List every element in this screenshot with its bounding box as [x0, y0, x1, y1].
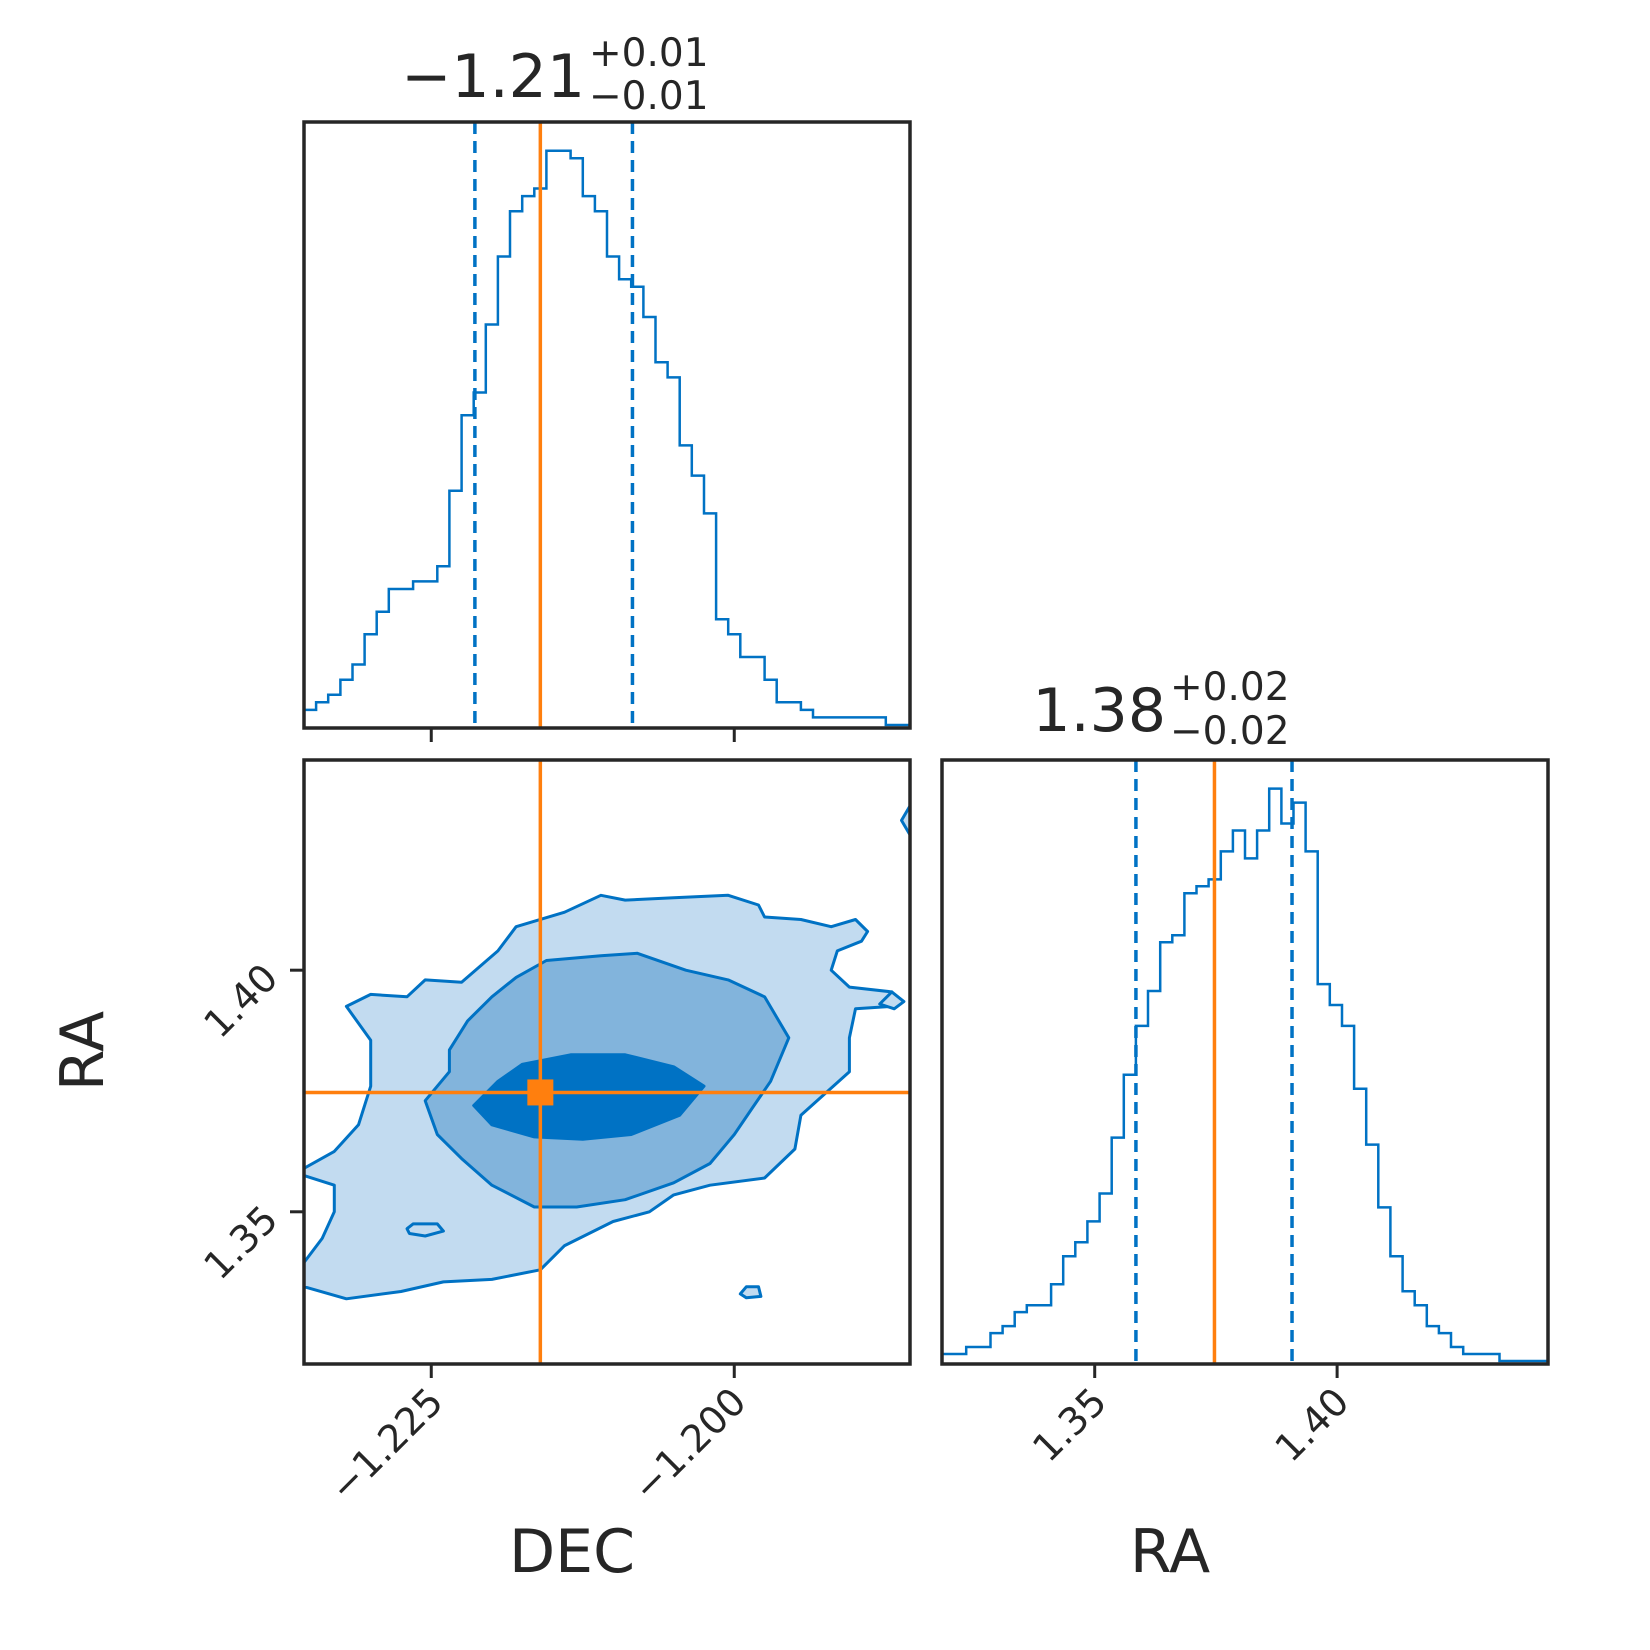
dec-title-value: −1.21 — [401, 42, 585, 112]
ra-y-tick-label: 1.40 — [195, 955, 286, 1046]
dec-title-plus: +0.01 — [589, 31, 709, 76]
ra-x-tick-label: 1.35 — [1024, 1379, 1115, 1470]
histogram-steps — [942, 787, 1548, 1363]
ra-histogram-frame — [940, 758, 1550, 1366]
contour-inner — [472, 1053, 706, 1141]
ra-title-plus: +0.02 — [1170, 665, 1290, 710]
contour-layer — [304, 760, 910, 1364]
ra-title-minus: −0.02 — [1170, 709, 1290, 754]
ra-histogram-panel: 1.35 1.40 — [940, 758, 1550, 1470]
dec-histogram-frame — [302, 120, 912, 730]
joint-panel-frame — [302, 758, 912, 1366]
ra-y-axis-label: RA — [48, 1011, 118, 1091]
ra-x-axis-label: RA — [1130, 1517, 1210, 1587]
contour-island — [878, 990, 906, 1011]
ra-y-tick-label: 1.35 — [195, 1197, 286, 1288]
ra-x-tick-label: 1.40 — [1267, 1379, 1358, 1470]
ra-title-value: 1.38 — [1032, 676, 1166, 746]
truth-marker — [527, 1079, 554, 1106]
contour-island — [738, 1285, 763, 1300]
contour-island — [405, 1222, 445, 1238]
joint-contour-panel: −1.225 −1.200 1.35 1.40 — [195, 758, 912, 1510]
dec-x-tick-label: −1.225 — [321, 1379, 452, 1510]
dec-x-tick-label: −1.200 — [624, 1379, 755, 1510]
histogram-steps — [304, 149, 910, 727]
dec-histogram-panel — [302, 120, 912, 742]
dec-title: −1.21 +0.01 −0.01 — [401, 31, 708, 119]
contour-island — [900, 804, 910, 837]
dec-x-axis-label: DEC — [509, 1517, 635, 1587]
dec-title-minus: −0.01 — [589, 74, 709, 119]
ra-title: 1.38 +0.02 −0.02 — [1032, 665, 1289, 754]
